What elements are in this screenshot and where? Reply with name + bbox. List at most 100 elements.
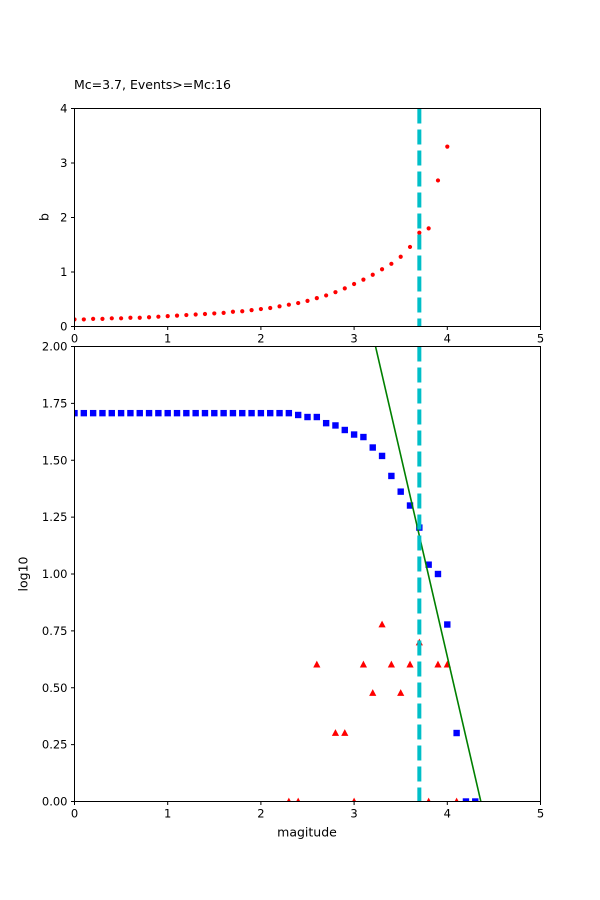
bottom-chart: 0 1 2 3 4 5 0.00 0.25 0.50 0.75 1.00 1.25 1.50 1.75 2.… — [42, 340, 544, 821]
data-point-square — [173, 409, 181, 417]
data-point-square — [294, 411, 302, 419]
x-tick-label: 3 — [350, 806, 357, 820]
data-point-dot — [314, 296, 319, 301]
x-tick-label: 1 — [164, 331, 171, 345]
data-point-dot — [221, 310, 226, 315]
data-point-square — [388, 472, 395, 480]
data-point-triangle — [286, 797, 291, 802]
fit-line — [374, 346, 482, 802]
data-point-dot — [249, 308, 254, 313]
data-point-dot — [352, 281, 357, 287]
data-point-dot — [277, 304, 282, 309]
data-point-triangle — [296, 797, 301, 802]
plot-area — [74, 346, 482, 802]
data-point-square — [257, 409, 265, 417]
data-point-dot — [165, 314, 170, 319]
data-point-dot — [268, 305, 273, 311]
data-point-square — [434, 570, 442, 578]
axes-box — [74, 108, 541, 327]
y-tick-label: 0.75 — [42, 624, 68, 638]
data-point-square — [229, 409, 237, 417]
data-point-square — [425, 561, 432, 568]
data-point-dot — [407, 244, 413, 250]
data-point-square — [89, 409, 97, 417]
bottom-chart-ylabel: log10 — [15, 556, 31, 592]
data-point-dot — [370, 272, 375, 277]
data-point-dot — [258, 306, 263, 312]
data-point-square — [136, 409, 143, 417]
top-chart-title: Mc=3.7, Events>=Mc:16 — [74, 77, 232, 92]
data-point-square — [164, 409, 171, 417]
x-tick-label: 2 — [257, 331, 264, 345]
data-point-square — [239, 409, 246, 417]
x-tick-label: 4 — [444, 331, 451, 345]
data-point-dot — [184, 312, 189, 318]
y-tick-label: 0.50 — [42, 681, 68, 695]
top-chart: 0 1 2 3 4 5 0 1 2 3 4 — [60, 102, 544, 346]
data-point-dot — [426, 226, 431, 231]
data-point-triangle — [331, 729, 340, 736]
top-chart-ylabel: b — [36, 213, 52, 221]
data-point-square — [108, 409, 115, 417]
y-tick-label: 1 — [60, 265, 67, 279]
data-point-square — [145, 409, 153, 417]
data-point-dot — [286, 302, 291, 307]
axes-box — [74, 346, 541, 802]
data-point-dot — [324, 293, 329, 298]
data-point-square — [285, 409, 293, 417]
data-point-dot — [137, 315, 142, 320]
data-point-dot — [333, 290, 338, 295]
data-point-dot — [230, 309, 236, 314]
data-point-square — [201, 409, 209, 417]
data-point-dot — [74, 317, 77, 322]
data-point-square — [406, 502, 414, 509]
y-tick-label: 3 — [60, 156, 67, 170]
data-point-dot — [305, 298, 310, 303]
data-point-dot — [156, 314, 161, 319]
data-point-triangle — [369, 689, 377, 696]
data-point-triangle — [406, 660, 414, 668]
data-point-dot — [81, 317, 86, 322]
bottom-chart-xlabel: magitude — [277, 824, 337, 840]
data-point-square — [220, 409, 227, 417]
data-point-square — [453, 729, 460, 737]
x-tick-label: 0 — [71, 331, 78, 345]
y-tick-label: 1.75 — [42, 396, 68, 410]
plot-area — [74, 144, 450, 322]
data-point-dot — [435, 178, 441, 183]
data-point-triangle — [387, 660, 395, 668]
data-point-square — [397, 488, 404, 495]
data-point-square — [267, 409, 274, 417]
y-tick-label: 1.50 — [42, 453, 68, 467]
x-tick-label: 5 — [537, 806, 544, 820]
data-point-square — [378, 452, 386, 460]
data-point-square — [192, 409, 199, 417]
data-point-triangle — [426, 797, 431, 802]
data-point-square — [462, 798, 470, 802]
data-point-triangle — [352, 797, 357, 802]
data-point-triangle — [359, 660, 368, 668]
data-point-square — [444, 621, 451, 628]
data-point-square — [183, 409, 190, 417]
data-point-square — [276, 409, 283, 417]
data-point-dot — [100, 316, 105, 321]
data-point-square — [350, 431, 358, 438]
data-point-square — [80, 409, 88, 417]
x-tick-label: 1 — [164, 806, 171, 820]
x-tick-label: 4 — [444, 806, 451, 820]
data-point-square — [313, 413, 321, 421]
data-point-dot — [296, 300, 301, 306]
data-point-triangle — [378, 620, 386, 628]
y-tick-label: 0.25 — [42, 738, 68, 752]
data-point-square — [127, 409, 134, 417]
x-tick-label: 0 — [71, 806, 78, 820]
data-point-dot — [119, 316, 124, 321]
data-point-dot — [445, 144, 450, 149]
data-point-dot — [91, 316, 96, 321]
y-tick-label: 2 — [60, 211, 67, 225]
data-point-square — [369, 444, 376, 451]
data-point-square — [332, 422, 339, 429]
data-point-dot — [212, 311, 217, 316]
data-point-triangle — [397, 689, 405, 696]
